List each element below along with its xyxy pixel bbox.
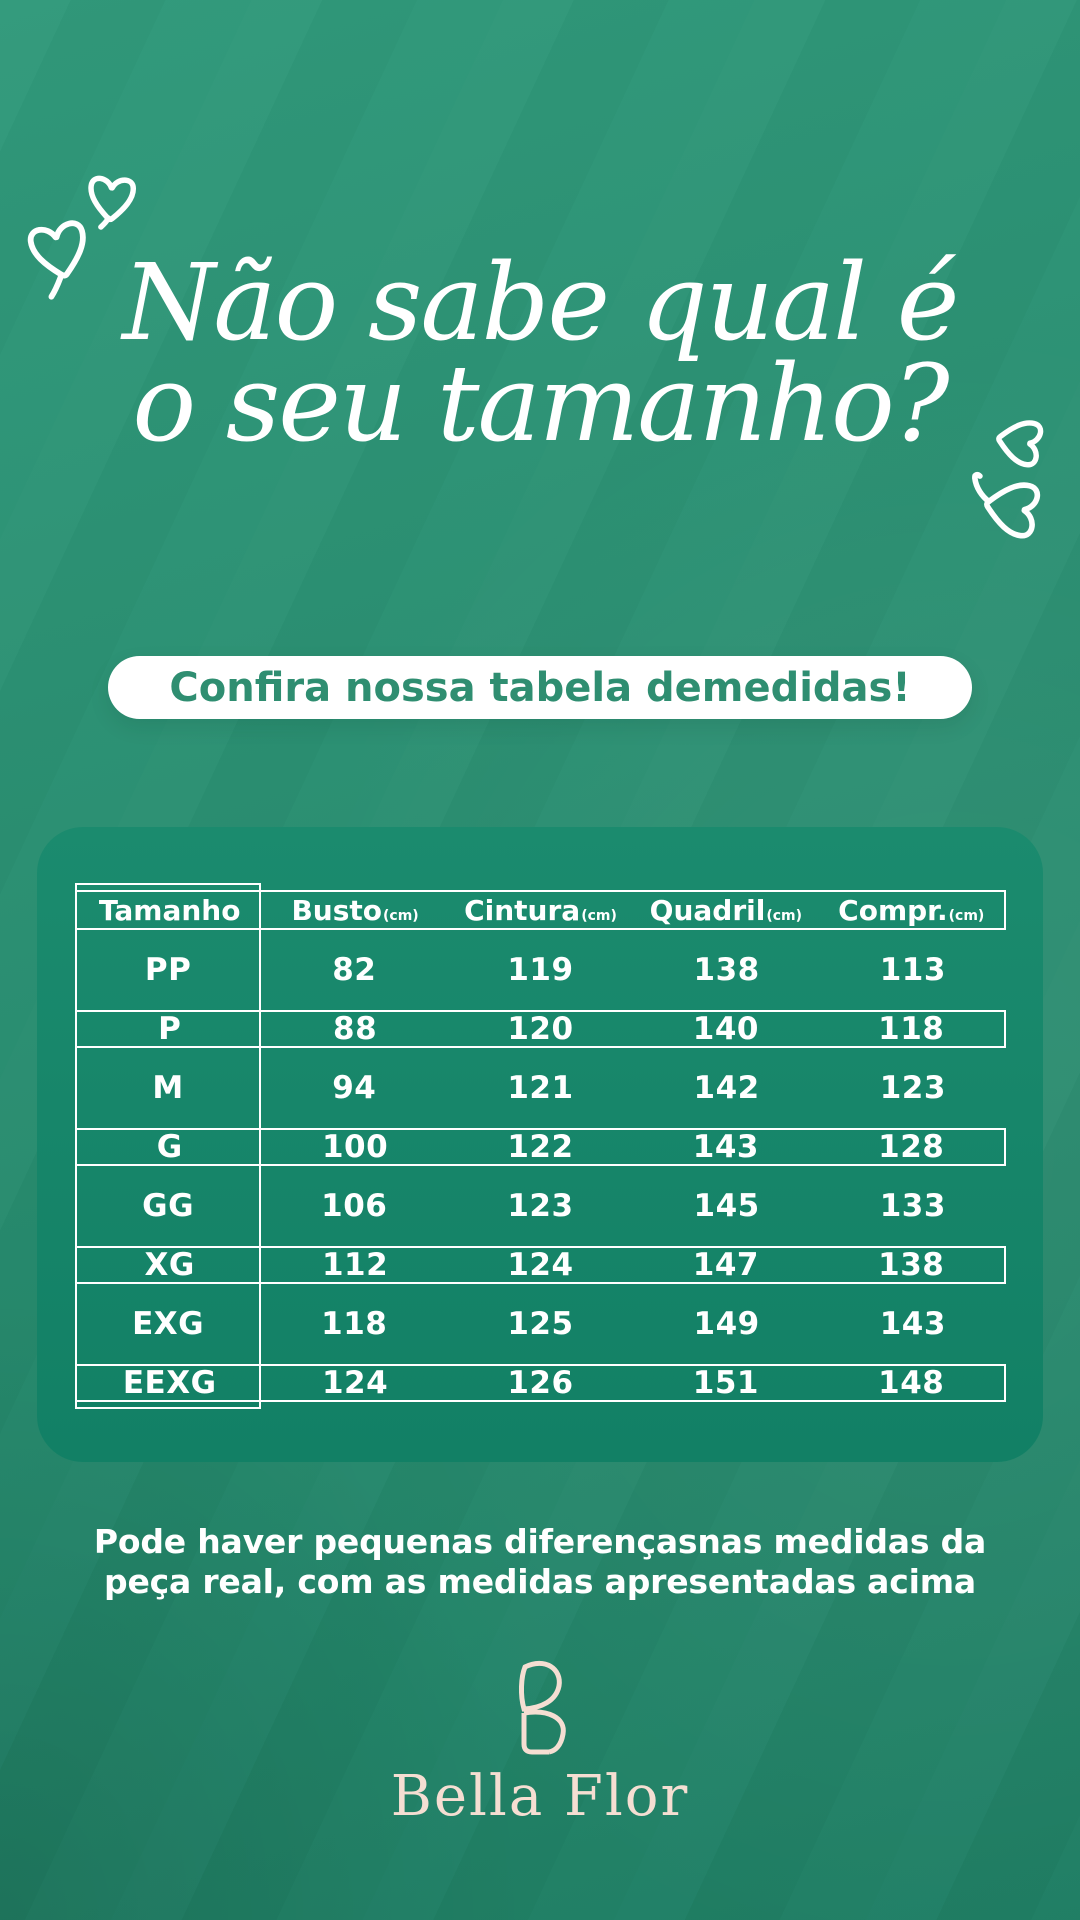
header-cell-quadril: Quadril (cm) xyxy=(649,893,803,927)
measure-value: 147 xyxy=(692,1247,759,1283)
table-row-EXG: EXG 118 125 149 143 xyxy=(75,1284,1006,1364)
size-label: PP xyxy=(144,952,192,988)
measure-value: 125 xyxy=(507,1306,574,1342)
cta-exclamation: ! xyxy=(892,664,911,711)
measure-value: 138 xyxy=(693,952,760,988)
measure-value: 88 xyxy=(333,1011,378,1047)
measure-value: 94 xyxy=(332,1070,377,1106)
measure-value: 128 xyxy=(878,1129,945,1165)
size-table: Tamanho Busto (cm) Cintura (cm) Quadril (cm) Co… xyxy=(75,883,1006,1409)
measure-value: 143 xyxy=(879,1306,946,1342)
heart-icon xyxy=(22,210,100,305)
page-title: Não sabe qual é o seu tamanho? xyxy=(0,241,1080,465)
measure-value: 112 xyxy=(321,1247,389,1283)
measure-value: 119 xyxy=(507,952,574,988)
header-cell-tamanho: Tamanho xyxy=(98,893,241,927)
measure-value: 106 xyxy=(321,1188,388,1224)
measure-value: 123 xyxy=(507,1188,574,1224)
bella-flor-monogram-icon xyxy=(519,1660,566,1755)
title-line-1: Não sabe qual é xyxy=(122,241,960,364)
table-row-M: M 94 121 142 123 xyxy=(75,1048,1006,1128)
brand-name: Bella Flor xyxy=(390,1764,690,1829)
table-row-EEXG: EEXG 124 126 151 148 xyxy=(75,1364,1006,1402)
measure-value: 126 xyxy=(507,1365,574,1401)
table-row-GG: GG 106 123 145 133 xyxy=(75,1166,1006,1246)
disclaimer-note: Pode haver pequenas diferençasnas medida… xyxy=(0,1522,1080,1602)
table-header-row: Tamanho Busto (cm) Cintura (cm) Quadril (cm) Co… xyxy=(75,890,1006,930)
table-row-G: G 100 122 143 128 xyxy=(75,1128,1006,1166)
heart-icon xyxy=(978,411,1048,471)
measure-value: 133 xyxy=(879,1188,946,1224)
measure-value: 148 xyxy=(878,1365,945,1401)
measure-value: 143 xyxy=(692,1129,759,1165)
size-label: EEXG xyxy=(122,1365,217,1401)
measure-value: 113 xyxy=(879,952,946,988)
measure-value: 118 xyxy=(321,1306,388,1342)
size-label: XG xyxy=(144,1247,195,1283)
measure-value: 82 xyxy=(332,952,377,988)
measure-value: 100 xyxy=(321,1129,389,1165)
size-label: P xyxy=(158,1011,182,1047)
measure-value: 120 xyxy=(507,1011,574,1047)
size-label: GG xyxy=(142,1188,195,1224)
table-row-XG: XG 112 124 147 138 xyxy=(75,1246,1006,1284)
table-row-PP: PP 82 119 138 113 xyxy=(75,930,1006,1010)
measure-value: 138 xyxy=(878,1247,945,1283)
measure-value: 142 xyxy=(693,1070,760,1106)
header-cell-cintura: Cintura (cm) xyxy=(464,893,617,927)
measure-value: 122 xyxy=(507,1129,574,1165)
note-line-2: peça real, com as medidas apresentadas a… xyxy=(104,1562,976,1601)
measure-value: 140 xyxy=(692,1011,759,1047)
measure-value: 121 xyxy=(507,1070,574,1106)
size-label: EXG xyxy=(132,1306,205,1342)
size-table-panel: Tamanho Busto (cm) Cintura (cm) Quadril (cm) Co… xyxy=(37,827,1043,1462)
size-label: M xyxy=(152,1070,184,1106)
measure-value: 151 xyxy=(692,1365,759,1401)
title-line-2: o seu tamanho? xyxy=(132,342,949,465)
size-label: G xyxy=(156,1129,183,1165)
heart-icon xyxy=(84,170,138,239)
measures-cta-pill: Confira nossa tabela de medidas! xyxy=(108,656,972,719)
header-cell-compr: Compr. (cm) xyxy=(838,893,985,927)
measure-value: 145 xyxy=(693,1188,760,1224)
measure-value: 123 xyxy=(879,1070,946,1106)
measure-value: 124 xyxy=(507,1247,574,1283)
measure-value: 149 xyxy=(693,1306,760,1342)
measure-value: 124 xyxy=(321,1365,389,1401)
table-row-P: P 88 120 140 118 xyxy=(75,1010,1006,1048)
note-line-1: Pode haver pequenas diferençasnas medida… xyxy=(93,1522,987,1561)
cta-text: Confira nossa tabela de xyxy=(169,664,702,711)
brand-logo: Bella Flor xyxy=(0,1660,1080,1829)
header-cell-busto: Busto (cm) xyxy=(291,893,419,927)
cta-highlight: medidas xyxy=(701,664,893,711)
measure-value: 118 xyxy=(878,1011,945,1047)
heart-icon xyxy=(960,471,1047,544)
